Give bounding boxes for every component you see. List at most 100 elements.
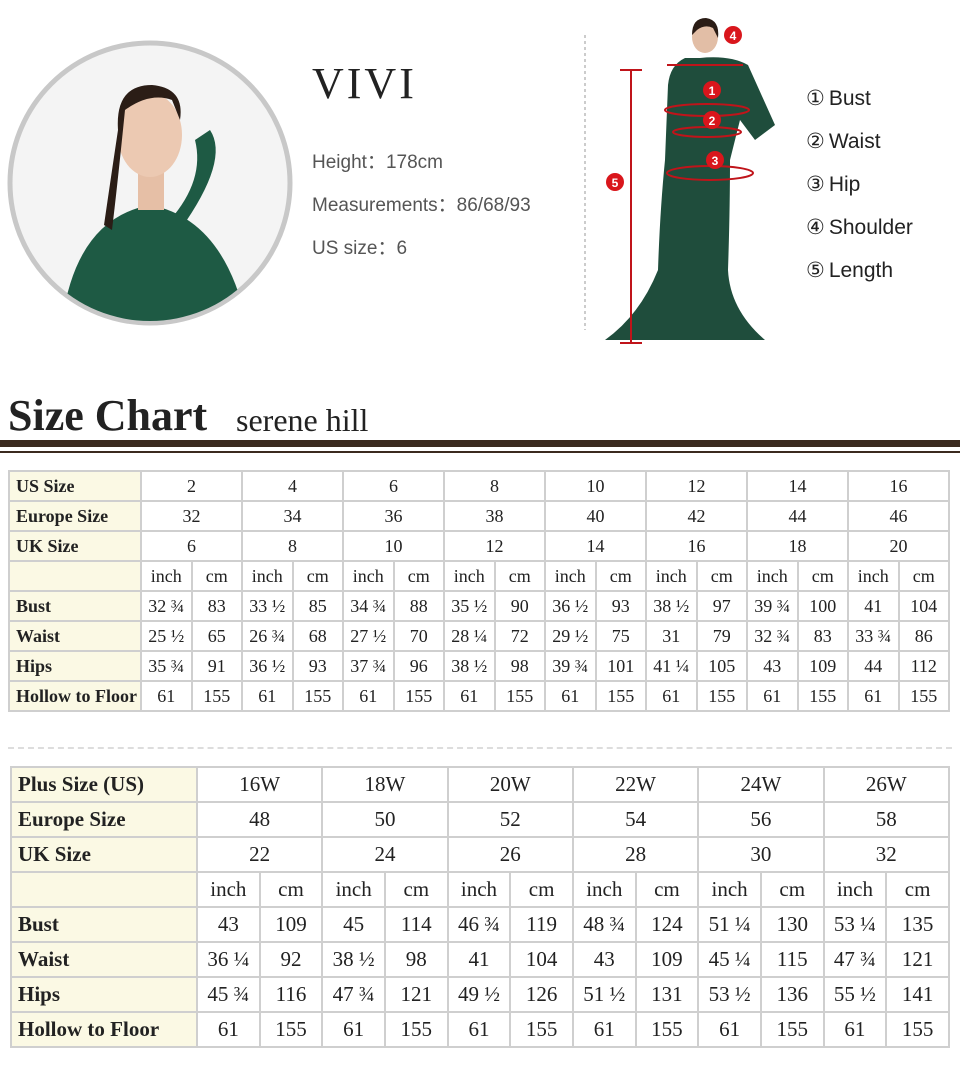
size-cell: 6 (342, 470, 445, 502)
measure-cell: 155 (258, 1011, 324, 1048)
measure-cell: 38 ½ (443, 650, 496, 682)
measure-cell: 109 (258, 906, 324, 943)
measure-cell: 61 (446, 1011, 512, 1048)
measure-row: Waist 25 ½ 65 26 ¾ 68 27 ½ 70 28 ¼ 72 29 ½ 75 31 79 3… (8, 620, 950, 652)
measure-cell: 53 ¼ (822, 906, 888, 943)
legend-mark: ③ (806, 173, 825, 196)
size-cell: 38 (443, 500, 546, 532)
measure-cell: 38 ½ (321, 941, 386, 978)
measure-cell: 75 (594, 620, 647, 652)
size-cell: 56 (697, 801, 825, 838)
size-cell: 54 (571, 801, 700, 838)
measure-row: Bust 32 ¾ 83 33 ½ 85 34 ¾ 88 35 ½ 90 36 ½ 93 38 ½ 97… (8, 590, 950, 622)
size-cell: 36 (342, 500, 445, 532)
size-cell: 16W (195, 766, 324, 803)
measure-cell: 136 (759, 976, 825, 1013)
measure-cell: 28 ¼ (443, 620, 496, 652)
measure-cell: 45 (321, 906, 386, 943)
unit-cell: cm (190, 560, 243, 592)
row-label: UK Size (10, 836, 198, 873)
measure-cell: 115 (759, 941, 825, 978)
row-label (10, 871, 198, 908)
measure-cell: 96 (392, 650, 445, 682)
measure-cell: 29 ½ (544, 620, 597, 652)
size-cell: 10 (342, 530, 445, 562)
size-cell: 2 (140, 470, 243, 502)
measure-row: Hollow to Floor 61 155 61 155 61 155 61 155 61 155… (8, 680, 950, 712)
measure-cell: 45 ¾ (196, 976, 261, 1013)
legend-label: Length (828, 259, 894, 282)
size-cell: 46 (847, 500, 950, 532)
measure-cell: 131 (634, 976, 700, 1013)
size-cell: 24 (321, 836, 449, 873)
model-name: VIVI (312, 59, 417, 108)
legend-label: Hip (828, 173, 861, 196)
measure-cell: 155 (291, 680, 344, 712)
measure-cell: 155 (695, 680, 748, 712)
measure-cell: 155 (897, 680, 950, 712)
measure-cell: 104 (897, 590, 950, 622)
measure-cell: 47 ¾ (822, 941, 888, 978)
marker-number: 1 (709, 84, 716, 98)
size-cell: 6 (140, 530, 243, 562)
measure-cell: 32 ¾ (140, 590, 193, 622)
measure-cell: 141 (885, 976, 950, 1013)
measure-cell: 51 ¼ (697, 906, 762, 943)
size-cell: 50 (321, 801, 449, 838)
legend-mark: ⑤ (806, 259, 825, 282)
legend-item: ⑤ Length (806, 258, 893, 283)
measure-cell: 70 (392, 620, 445, 652)
measure-cell: 86 (897, 620, 950, 652)
measure-cell: 49 ½ (446, 976, 512, 1013)
marker-number: 2 (709, 114, 716, 128)
row-label: Waist (10, 941, 198, 978)
measure-cell: 93 (594, 590, 647, 622)
value: 178cm (385, 152, 443, 173)
measure-cell: 83 (190, 590, 243, 622)
unit-cell: inch (697, 871, 762, 908)
row-label: Hips (8, 650, 142, 682)
size-cell: 28 (571, 836, 700, 873)
measure-cell: 83 (796, 620, 849, 652)
size-row: Plus Size (US) 16W 18W 20W 22W 24W 26W (10, 766, 951, 803)
row-label: Europe Size (10, 801, 198, 838)
legend-label: Shoulder (828, 216, 913, 239)
measure-cell: 51 ½ (571, 976, 637, 1013)
row-label: Hollow to Floor (10, 1011, 198, 1048)
size-cell: 24W (697, 766, 825, 803)
measure-cell: 46 ¾ (446, 906, 512, 943)
measure-cell: 34 ¾ (342, 590, 395, 622)
measure-cell: 53 ½ (697, 976, 762, 1013)
rule (0, 440, 960, 447)
size-cell: 8 (443, 470, 546, 502)
row-label: Bust (10, 906, 198, 943)
unit-cell: cm (493, 560, 546, 592)
measure-cell: 121 (885, 941, 950, 978)
measure-cell: 124 (634, 906, 700, 943)
size-cell: 30 (697, 836, 825, 873)
unit-cell: cm (885, 871, 950, 908)
unit-cell: cm (695, 560, 748, 592)
measure-cell: 68 (291, 620, 344, 652)
rule (0, 451, 960, 453)
measure-cell: 97 (695, 590, 748, 622)
measure-cell: 93 (291, 650, 344, 682)
row-label: Plus Size (US) (10, 766, 198, 803)
size-cell: 16 (645, 530, 748, 562)
measure-cell: 114 (383, 906, 449, 943)
legend-label: Waist (828, 130, 881, 153)
model-measurements: Measurements：86/68/93 (312, 190, 531, 217)
size-cell: 32 (822, 836, 951, 873)
measure-cell: 85 (291, 590, 344, 622)
measure-row: Hollow to Floor 61 155 61 155 61 155 61 155 61 155… (10, 1011, 950, 1048)
value: 86/68/93 (456, 195, 531, 216)
measure-cell: 61 (140, 680, 193, 712)
size-row: Europe Size 48 50 52 54 56 58 (10, 801, 951, 838)
measure-cell: 61 (443, 680, 496, 712)
measure-cell: 31 (645, 620, 698, 652)
measure-cell: 61 (571, 1011, 637, 1048)
unit-cell: inch (140, 560, 193, 592)
